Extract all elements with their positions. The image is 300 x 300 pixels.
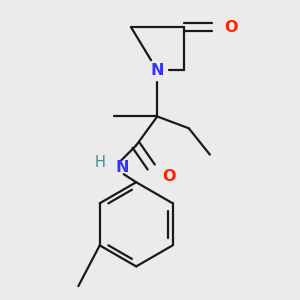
Text: N: N — [151, 63, 164, 78]
Text: H: H — [94, 155, 105, 170]
Text: O: O — [163, 169, 176, 184]
Text: N: N — [115, 160, 129, 175]
Text: O: O — [224, 20, 238, 34]
